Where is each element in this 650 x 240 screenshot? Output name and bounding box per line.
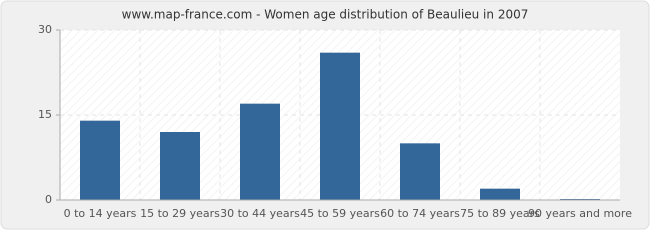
x-tick-label: 60 to 74 years: [380, 207, 460, 220]
x-tick-label: 90 years and more: [528, 207, 632, 220]
y-tick-label: 0: [45, 193, 52, 206]
bar: [480, 188, 520, 200]
bar: [400, 143, 440, 200]
x-tick-label: 45 to 59 years: [300, 207, 380, 220]
x-tick-label: 0 to 14 years: [64, 207, 137, 220]
chart: www.map-france.com - Women age distribut…: [0, 0, 650, 230]
x-tick-label: 30 to 44 years: [220, 207, 300, 220]
bar: [320, 52, 360, 200]
bar: [160, 132, 200, 200]
chart-title: www.map-france.com - Women age distribut…: [122, 8, 529, 22]
bar: [240, 103, 280, 200]
x-tick-label: 15 to 29 years: [140, 207, 220, 220]
x-tick-label: 75 to 89 years: [460, 207, 540, 220]
y-tick-label: 30: [38, 23, 52, 36]
bar: [80, 120, 120, 200]
y-tick-label: 15: [38, 108, 52, 121]
